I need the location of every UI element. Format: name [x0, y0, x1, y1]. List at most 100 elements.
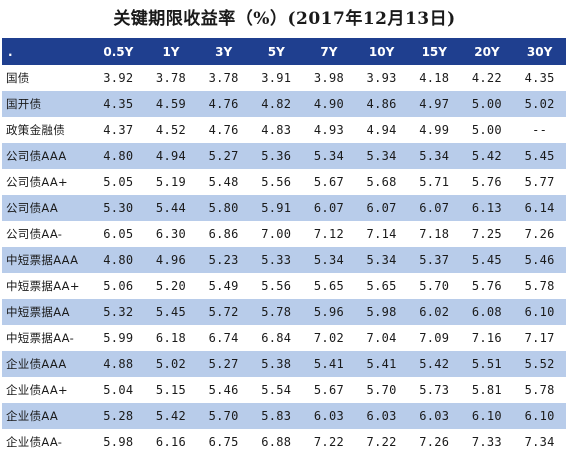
yield-cell: 7.34	[513, 429, 566, 455]
yield-cell: 4.94	[144, 143, 198, 169]
yield-cell: 7.33	[460, 429, 514, 455]
yield-cell: 5.54	[249, 377, 303, 403]
header-col-15y: 15Y	[407, 38, 461, 65]
table-row: 国债 3.92 3.78 3.78 3.91 3.98 3.93 4.18 4.22 4.35	[2, 65, 566, 91]
yield-cell: 6.88	[249, 429, 303, 455]
yield-cell: 6.86	[197, 221, 250, 247]
yield-cell: 4.90	[302, 91, 356, 117]
yield-cell: 4.97	[407, 91, 461, 117]
yield-cell: 7.18	[407, 221, 461, 247]
yield-cell: 5.00	[460, 117, 514, 143]
yield-cell: 4.86	[355, 91, 408, 117]
yield-cell: 4.94	[355, 117, 408, 143]
yield-cell: 5.41	[302, 351, 356, 377]
table-row: 公司债AA- 6.05 6.30 6.86 7.00 7.12 7.14 7.18 7.25 7.…	[2, 221, 566, 247]
header-col-3y: 3Y	[197, 38, 250, 65]
yield-cell: 4.35	[92, 91, 145, 117]
yield-cell: 4.88	[92, 351, 145, 377]
yield-cell: 4.93	[302, 117, 356, 143]
yield-cell: 5.70	[355, 377, 408, 403]
yield-cell: 6.07	[407, 195, 461, 221]
yield-cell: 5.52	[513, 351, 566, 377]
table-row: 企业债AA- 5.98 6.16 6.75 6.88 7.22 7.22 7.26 7.33 7.…	[2, 429, 566, 455]
yield-cell: 5.76	[460, 169, 514, 195]
row-label: 中短票据AAA	[2, 247, 92, 273]
yield-cell: 5.91	[249, 195, 303, 221]
yield-cell: 3.91	[249, 65, 303, 91]
yield-cell: 5.15	[144, 377, 198, 403]
table-row: 中短票据AA 5.32 5.45 5.72 5.78 5.96 5.98 6.02 6.08 6.…	[2, 299, 566, 325]
yield-cell: 5.34	[302, 143, 356, 169]
yield-cell: 5.36	[249, 143, 303, 169]
row-label: 政策金融债	[2, 117, 92, 143]
yield-cell: 5.78	[513, 273, 566, 299]
yield-cell: 7.00	[249, 221, 303, 247]
yield-cell: 5.34	[302, 247, 356, 273]
yield-cell: 3.92	[92, 65, 145, 91]
header-col-10y: 10Y	[355, 38, 408, 65]
yield-cell: 5.46	[513, 247, 566, 273]
row-label: 国开债	[2, 91, 92, 117]
yield-cell: 6.05	[92, 221, 145, 247]
yield-cell: 4.99	[407, 117, 461, 143]
yield-cell: 5.30	[92, 195, 145, 221]
yield-cell: 5.77	[513, 169, 566, 195]
yield-cell: 5.02	[144, 351, 198, 377]
yield-cell: 5.28	[92, 403, 145, 429]
yield-cell: 5.33	[249, 247, 303, 273]
table-body: 国债 3.92 3.78 3.78 3.91 3.98 3.93 4.18 4.22 4.35 国开…	[2, 65, 566, 455]
header-row: . 0.5Y 1Y 3Y 5Y 7Y 10Y 15Y 20Y 30Y	[2, 38, 566, 65]
yield-cell: 4.96	[144, 247, 198, 273]
yield-cell: 5.42	[144, 403, 198, 429]
row-label: 公司债AAA	[2, 143, 92, 169]
yield-cell: 6.03	[355, 403, 408, 429]
table-row: 公司债AAA 4.80 4.94 5.27 5.36 5.34 5.34 5.34 5.42 5.…	[2, 143, 566, 169]
yield-cell: 5.70	[407, 273, 461, 299]
yield-cell: 5.72	[197, 299, 250, 325]
table-row: 中短票据AA+ 5.06 5.20 5.49 5.56 5.65 5.65 5.70 5.76 5…	[2, 273, 566, 299]
yield-cell: 5.00	[460, 91, 514, 117]
row-label: 企业债AA-	[2, 429, 92, 455]
yield-cell: 4.35	[513, 65, 566, 91]
yield-cell: 6.08	[460, 299, 514, 325]
yield-cell: 6.03	[407, 403, 461, 429]
yield-cell: 5.98	[92, 429, 145, 455]
table-row: 中短票据AA- 5.99 6.18 6.74 6.84 7.02 7.04 7.09 7.16 7…	[2, 325, 566, 351]
yield-cell: 5.68	[355, 169, 408, 195]
yield-cell: 6.03	[302, 403, 356, 429]
yield-cell: 4.76	[197, 91, 250, 117]
yield-cell: 6.16	[144, 429, 198, 455]
row-label: 中短票据AA+	[2, 273, 92, 299]
yield-cell: 5.51	[460, 351, 514, 377]
table-row: 企业债AAA 4.88 5.02 5.27 5.38 5.41 5.41 5.42 5.51 5.…	[2, 351, 566, 377]
yield-cell: 5.27	[197, 143, 250, 169]
yield-cell: 5.34	[355, 143, 408, 169]
table-header: . 0.5Y 1Y 3Y 5Y 7Y 10Y 15Y 20Y 30Y	[2, 38, 566, 65]
yield-cell: 7.04	[355, 325, 408, 351]
yield-cell: 5.05	[92, 169, 145, 195]
yield-cell: 6.14	[513, 195, 566, 221]
yield-cell: 5.23	[197, 247, 250, 273]
yield-cell: 7.16	[460, 325, 514, 351]
header-col-20y: 20Y	[460, 38, 514, 65]
yield-cell: 5.06	[92, 273, 145, 299]
yield-cell: 5.19	[144, 169, 198, 195]
yield-cell: 5.42	[460, 143, 514, 169]
table-title: 关键期限收益率（%）(2017年12月13日)	[113, 9, 456, 29]
yield-cell: 5.71	[407, 169, 461, 195]
yield-cell: 5.37	[407, 247, 461, 273]
yield-table: . 0.5Y 1Y 3Y 5Y 7Y 10Y 15Y 20Y 30Y 国债 3.9…	[2, 38, 566, 455]
yield-cell: 4.76	[197, 117, 250, 143]
yield-cell: 3.78	[144, 65, 198, 91]
yield-cell: 6.84	[249, 325, 303, 351]
yield-cell: 7.12	[302, 221, 356, 247]
yield-cell: 4.18	[407, 65, 461, 91]
header-col-30y: 30Y	[513, 38, 566, 65]
yield-cell: 5.83	[249, 403, 303, 429]
yield-cell: 7.22	[302, 429, 356, 455]
row-label: 中短票据AA	[2, 299, 92, 325]
header-corner: .	[2, 38, 92, 65]
yield-cell: 6.10	[513, 299, 566, 325]
yield-cell: 6.07	[302, 195, 356, 221]
table-row: 国开债 4.35 4.59 4.76 4.82 4.90 4.86 4.97 5.00 5.02	[2, 91, 566, 117]
